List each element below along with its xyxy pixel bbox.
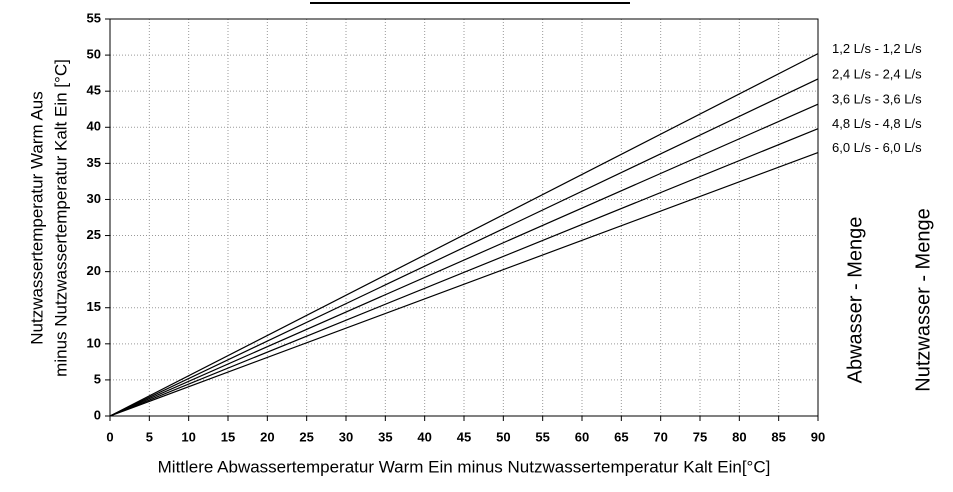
y-tick-label: 25 (87, 227, 101, 242)
y-tick-label: 55 (87, 10, 101, 25)
y-axis-label: Nutzwassertemperatur Warm Aus (27, 91, 46, 345)
x-tick-label: 90 (811, 429, 825, 444)
x-tick-label: 10 (181, 429, 195, 444)
x-axis-label: Mittlere Abwassertemperatur Warm Ein min… (158, 457, 771, 476)
x-tick-label: 20 (260, 429, 274, 444)
x-tick-label: 25 (299, 429, 313, 444)
series-label: 4,8 L/s - 4,8 L/s (832, 116, 922, 131)
right-label: Nutzwasser - Menge (912, 208, 934, 391)
x-tick-label: 0 (106, 429, 113, 444)
x-tick-label: 30 (339, 429, 353, 444)
y-tick-label: 10 (87, 335, 101, 350)
right-label: Abwasser - Menge (844, 217, 866, 384)
x-tick-label: 50 (496, 429, 510, 444)
series-label: 1,2 L/s - 1,2 L/s (832, 41, 922, 56)
y-tick-label: 20 (87, 263, 101, 278)
x-tick-label: 40 (417, 429, 431, 444)
y-tick-label: 35 (87, 155, 101, 170)
series-line (109, 103, 819, 417)
series-label: 3,6 L/s - 3,6 L/s (832, 92, 922, 107)
series-line (109, 151, 819, 417)
x-tick-label: 5 (146, 429, 153, 444)
x-tick-label: 85 (771, 429, 785, 444)
x-tick-label: 35 (378, 429, 392, 444)
y-tick-label: 45 (87, 83, 101, 98)
series-label: 2,4 L/s - 2,4 L/s (832, 66, 922, 81)
y-tick-label: 40 (87, 119, 101, 134)
series-line (109, 78, 819, 417)
plot-frame (109, 18, 819, 417)
x-tick-label: 15 (221, 429, 235, 444)
y-axis-label: minus Nutzwassertemperatur Kalt Ein [°C] (51, 59, 70, 377)
x-tick-label: 75 (693, 429, 707, 444)
x-tick-label: 80 (732, 429, 746, 444)
y-tick-label: 50 (87, 47, 101, 62)
y-tick-label: 15 (87, 299, 101, 314)
series-line (109, 53, 819, 417)
x-tick-label: 45 (457, 429, 471, 444)
x-tick-label: 60 (575, 429, 589, 444)
series-label: 6,0 L/s - 6,0 L/s (832, 140, 922, 155)
y-tick-label: 30 (87, 191, 101, 206)
y-tick-label: 5 (94, 371, 101, 386)
series-line (109, 128, 819, 417)
y-tick-label: 0 (94, 407, 101, 422)
x-tick-label: 70 (653, 429, 667, 444)
x-tick-label: 55 (535, 429, 549, 444)
x-tick-label: 65 (614, 429, 628, 444)
